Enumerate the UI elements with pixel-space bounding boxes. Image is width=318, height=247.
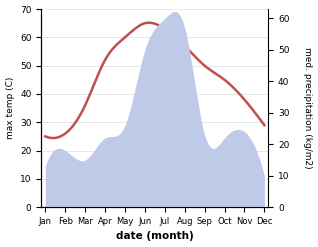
X-axis label: date (month): date (month)	[116, 231, 194, 242]
Y-axis label: med. precipitation (kg/m2): med. precipitation (kg/m2)	[303, 47, 313, 169]
Y-axis label: max temp (C): max temp (C)	[5, 77, 15, 139]
